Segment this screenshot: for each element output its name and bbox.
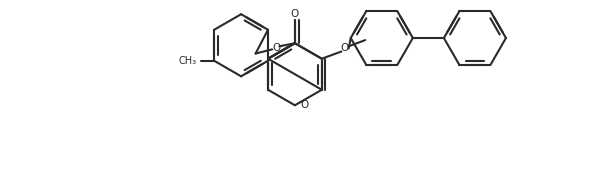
- Text: O: O: [300, 100, 308, 110]
- Text: CH₃: CH₃: [178, 56, 197, 66]
- Text: O: O: [340, 43, 349, 53]
- Text: O: O: [291, 9, 299, 19]
- Text: O: O: [272, 43, 280, 53]
